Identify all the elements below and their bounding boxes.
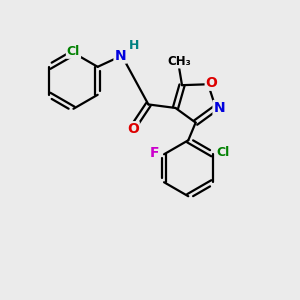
Text: Cl: Cl bbox=[67, 45, 80, 58]
Text: F: F bbox=[150, 146, 159, 160]
Text: Cl: Cl bbox=[216, 146, 230, 159]
Text: O: O bbox=[127, 122, 139, 136]
Text: O: O bbox=[206, 76, 218, 90]
Text: N: N bbox=[214, 101, 225, 115]
Text: N: N bbox=[115, 49, 126, 63]
Text: H: H bbox=[129, 39, 140, 52]
Text: CH₃: CH₃ bbox=[167, 55, 191, 68]
